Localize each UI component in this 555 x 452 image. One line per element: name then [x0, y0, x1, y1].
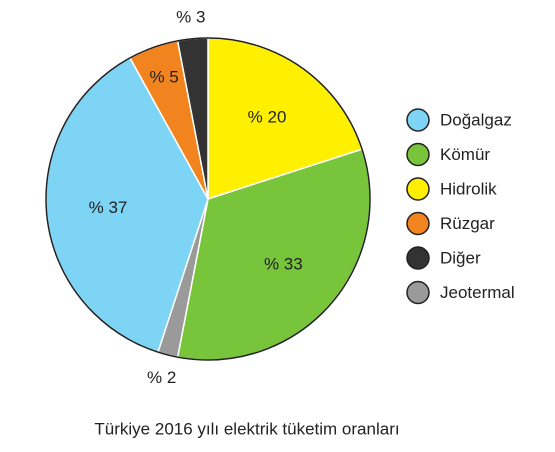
slice-label: % 37: [89, 198, 128, 217]
legend-label: Hidrolik: [440, 179, 497, 198]
slice-label: % 20: [248, 108, 287, 127]
slice-label: % 2: [147, 368, 176, 387]
legend-swatch: [406, 246, 430, 270]
legend-label: Jeotermal: [440, 283, 515, 302]
legend-label: Kömür: [440, 145, 490, 164]
legend-swatch: [406, 142, 430, 167]
slice-label: % 33: [264, 254, 303, 273]
legend-label: Doğalgaz: [440, 110, 512, 129]
legend-swatch: [406, 211, 430, 236]
slice-label: % 5: [149, 67, 178, 86]
legend-swatch: [406, 177, 430, 201]
chart-title: Türkiye 2016 yılı elektrik tüketim oranl…: [94, 419, 399, 438]
legend-swatch: [406, 280, 430, 305]
legend-label: Rüzgar: [440, 214, 495, 233]
legend-label: Diğer: [440, 248, 481, 267]
pie-outline: [45, 37, 371, 361]
legend-swatch: [406, 108, 430, 132]
slice-label: % 3: [176, 7, 205, 26]
